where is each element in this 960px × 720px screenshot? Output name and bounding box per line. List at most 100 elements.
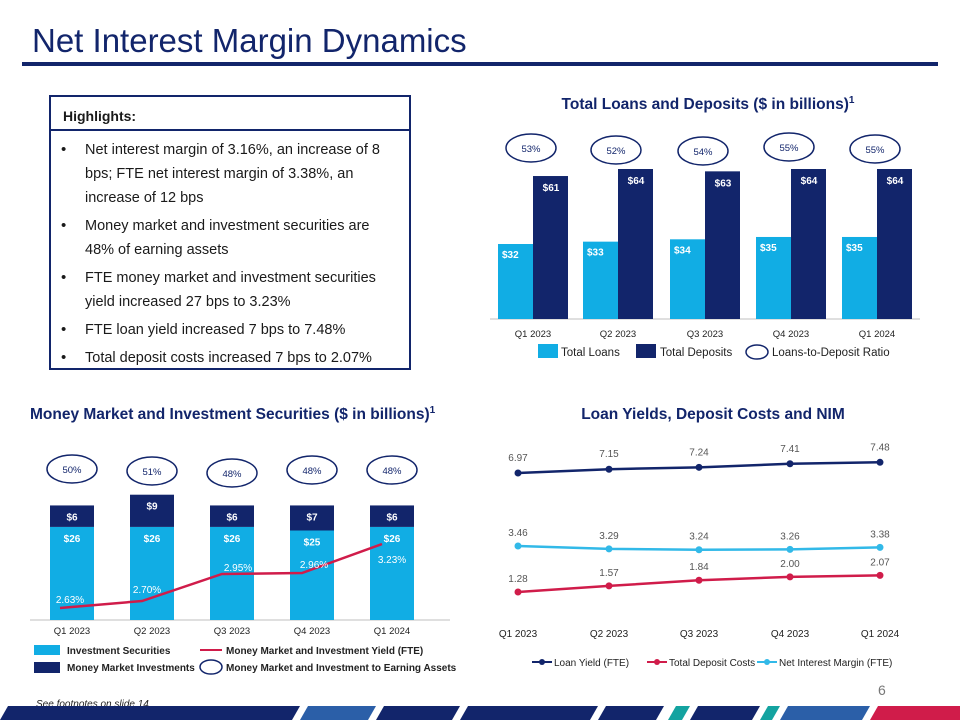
x-tick-label: Q4 2023 — [294, 626, 330, 637]
legend-marker — [764, 659, 770, 665]
bar-total-loans — [842, 236, 877, 319]
data-label-investment: $26 — [64, 534, 81, 545]
data-label-money-market: $7 — [306, 512, 318, 523]
legend: Loan Yield (FTE) Total Deposit Costs Net I… — [532, 658, 892, 669]
x-tick-label: Q2 2023 — [134, 626, 170, 637]
yield-label: 3.23% — [378, 555, 406, 566]
yield-label: 2.95% — [224, 563, 252, 574]
x-tick-label: Q4 2023 — [771, 629, 810, 640]
legend-label-money-market: Money Market Investments — [67, 663, 195, 674]
ratio-ellipse — [46, 454, 98, 484]
yield-label: 2.96% — [300, 560, 328, 571]
bar-total-loans — [670, 239, 705, 319]
data-label-money-market: $6 — [386, 512, 398, 523]
bar-total-deposits — [877, 169, 912, 319]
point-label: 7.15 — [599, 449, 619, 460]
data-label-deposits: $63 — [715, 178, 732, 189]
yield-label: 2.70% — [133, 585, 161, 596]
series-point — [514, 542, 522, 550]
yield-line — [59, 542, 383, 610]
series-point — [876, 543, 884, 551]
x-tick-label: Q3 2023 — [687, 329, 723, 340]
ratio-label: 50% — [62, 465, 82, 476]
ratio-label: 53% — [521, 144, 541, 155]
legend-label: Loan Yield (FTE) — [554, 658, 629, 669]
page-title: Net Interest Margin Dynamics — [32, 22, 467, 59]
legend-swatch-total-deposits — [636, 344, 656, 358]
bar-money-market — [130, 494, 174, 527]
bar-total-deposits — [618, 169, 653, 319]
data-label-investment: $26 — [384, 534, 401, 545]
point-label: 7.24 — [689, 447, 709, 458]
point-label: 2.07 — [870, 557, 890, 568]
data-label-deposits: $64 — [628, 176, 645, 187]
bar-total-loans — [498, 244, 533, 319]
ratio-label: 48% — [222, 469, 242, 480]
point-label: 3.24 — [689, 532, 709, 543]
bar-total-loans — [583, 241, 618, 319]
bar-money-market — [210, 505, 254, 527]
series-point — [786, 545, 794, 553]
ratio-ellipse — [286, 455, 338, 485]
yield-label: 2.63% — [56, 595, 84, 606]
legend-label: Net Interest Margin (FTE) — [779, 658, 892, 669]
data-label-deposits: $64 — [801, 176, 818, 187]
bar-investment-securities — [370, 526, 414, 620]
data-label-money-market: $9 — [146, 502, 158, 513]
ratio-ellipse — [366, 455, 418, 485]
ratio-label: 54% — [693, 147, 713, 158]
legend-label-ratio: Money Market and Investment to Earning A… — [226, 663, 457, 674]
point-label: 1.28 — [508, 574, 528, 585]
legend-swatch-money-market — [34, 662, 60, 673]
data-label-investment: $26 — [224, 534, 241, 545]
legend-marker — [654, 659, 660, 665]
series-point — [695, 463, 703, 471]
series-point — [876, 458, 884, 466]
series-point — [786, 460, 794, 468]
x-tick-label: Q1 2023 — [515, 329, 551, 340]
ratio-label: 52% — [606, 146, 626, 157]
bar-money-market — [50, 505, 94, 527]
ratio-ellipse — [206, 458, 258, 488]
highlights-heading: Highlights: — [51, 97, 409, 131]
point-label: 1.84 — [689, 562, 709, 573]
legend-swatch-investment-securities — [34, 645, 60, 655]
highlight-item: Money market and investment securities a… — [61, 214, 399, 262]
highlights-list: Net interest margin of 3.16%, an increas… — [51, 131, 409, 370]
bar-total-deposits — [705, 171, 740, 319]
legend: Total Loans Total Deposits Loans-to-Depo… — [538, 344, 890, 360]
x-tick-label: Q3 2023 — [680, 629, 719, 640]
legend-label: Total Deposit Costs — [669, 658, 755, 669]
loans-deposits-title: Total Loans and Deposits ($ in billions)… — [562, 95, 855, 113]
data-label-loans: $34 — [674, 245, 691, 256]
data-label-money-market: $6 — [226, 512, 238, 523]
legend-label-ratio: Loans-to-Deposit Ratio — [772, 347, 890, 359]
ratio-label: 48% — [382, 466, 402, 477]
series-point — [605, 465, 613, 473]
legend-label-total-loans: Total Loans — [561, 347, 620, 359]
point-label: 3.26 — [780, 531, 800, 542]
ratio-ellipse — [505, 133, 557, 163]
series-point — [605, 545, 613, 553]
highlight-item: FTE money market and investment securiti… — [61, 266, 399, 314]
ratio-label: 55% — [865, 145, 885, 156]
bar-total-deposits — [533, 176, 568, 319]
highlights-box: Highlights: Net interest margin of 3.16%… — [49, 95, 411, 370]
series-point — [514, 588, 522, 596]
point-label: 3.29 — [599, 531, 619, 542]
legend-ratio-ellipse — [199, 659, 223, 675]
ratio-label: 48% — [302, 466, 322, 477]
money-market-title: Money Market and Investment Securities (… — [30, 405, 436, 423]
x-tick-label: Q2 2023 — [590, 629, 629, 640]
bar-investment-securities — [290, 530, 334, 620]
data-label-loans: $35 — [846, 243, 863, 254]
series-point — [605, 582, 613, 590]
legend-label-total-deposits: Total Deposits — [660, 347, 732, 359]
highlight-item: Net interest margin of 3.16%, an increas… — [61, 138, 399, 210]
series-point — [786, 573, 794, 581]
yields-title: Loan Yields, Deposit Costs and NIM — [581, 406, 845, 423]
point-label: 3.38 — [870, 529, 890, 540]
legend-label-yield: Money Market and Investment Yield (FTE) — [226, 646, 423, 657]
